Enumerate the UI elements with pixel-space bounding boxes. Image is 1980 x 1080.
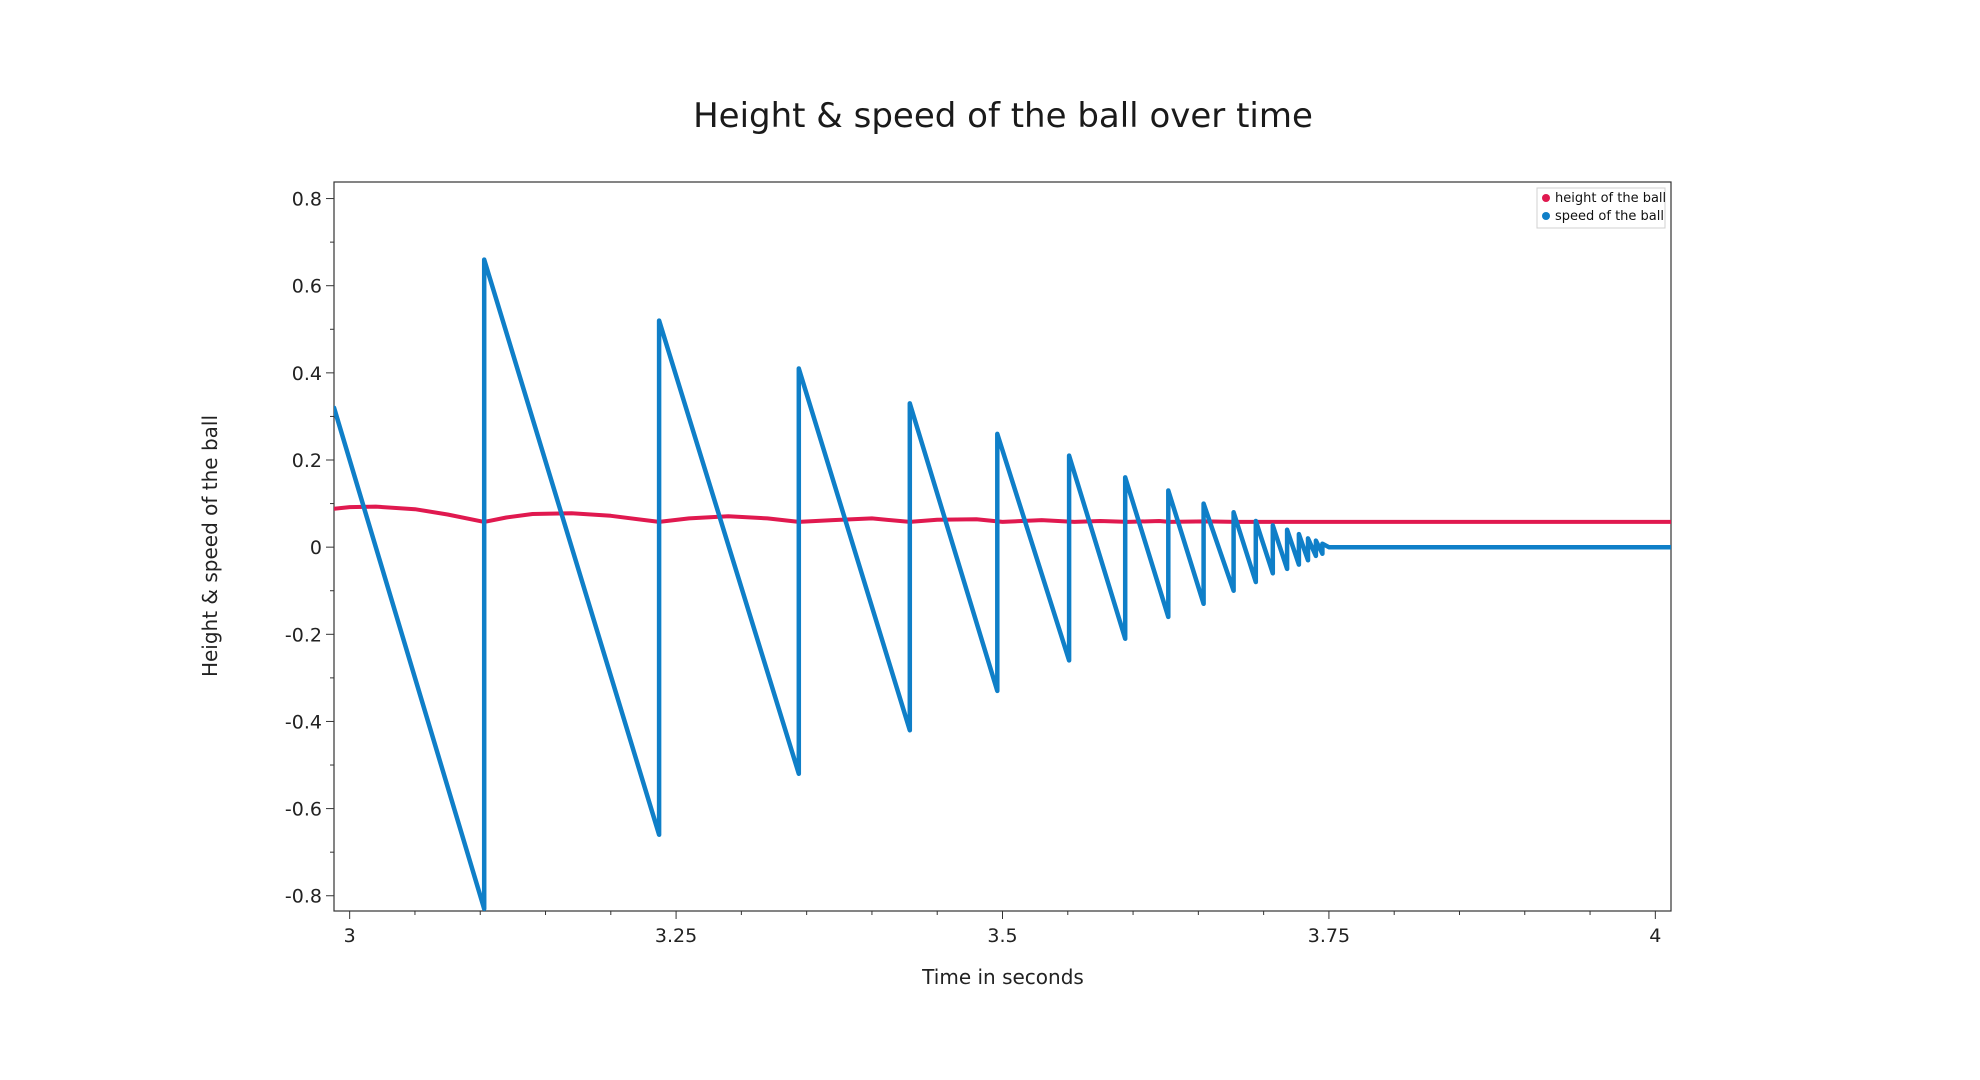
legend-label-speed: speed of the ball [1555,209,1664,224]
y-tick-label: -0.6 [285,799,322,821]
y-axis-label: Height & speed of the ball [198,415,222,677]
x-axis: 3 3.25 3.5 3.75 4 [344,911,1661,947]
y-tick-label: 0.2 [292,450,322,472]
legend-box [1536,187,1666,229]
x-tick-label: 3.5 [987,925,1017,947]
x-tick-label: 3.75 [1308,925,1350,947]
x-tick-label: 3 [344,925,356,947]
y-axis: 0.8 0.6 0.4 0.2 0 -0.2 -0.4 -0.6 -0.8 [285,189,334,908]
y-tick-label: 0.4 [292,363,322,385]
y-tick-label: 0 [310,537,322,559]
chart-title: Height & speed of the ball over time [693,96,1313,136]
legend-marker-height [1542,194,1550,202]
legend: height of the ball speed of the ball [1536,187,1666,229]
y-tick-label: -0.8 [285,886,322,908]
y-tick-label: 0.6 [292,276,322,298]
x-axis-label: Time in seconds [921,965,1084,989]
y-tick-label: -0.2 [285,624,322,646]
y-tick-label: -0.4 [285,711,322,733]
series-speed-line [334,257,1671,911]
x-tick-label: 4 [1649,925,1661,947]
legend-label-height: height of the ball [1555,191,1666,206]
y-tick-label: 0.8 [292,189,322,211]
x-tick-label: 3.25 [655,925,697,947]
legend-marker-speed [1542,212,1550,220]
series-layer [334,257,1671,911]
